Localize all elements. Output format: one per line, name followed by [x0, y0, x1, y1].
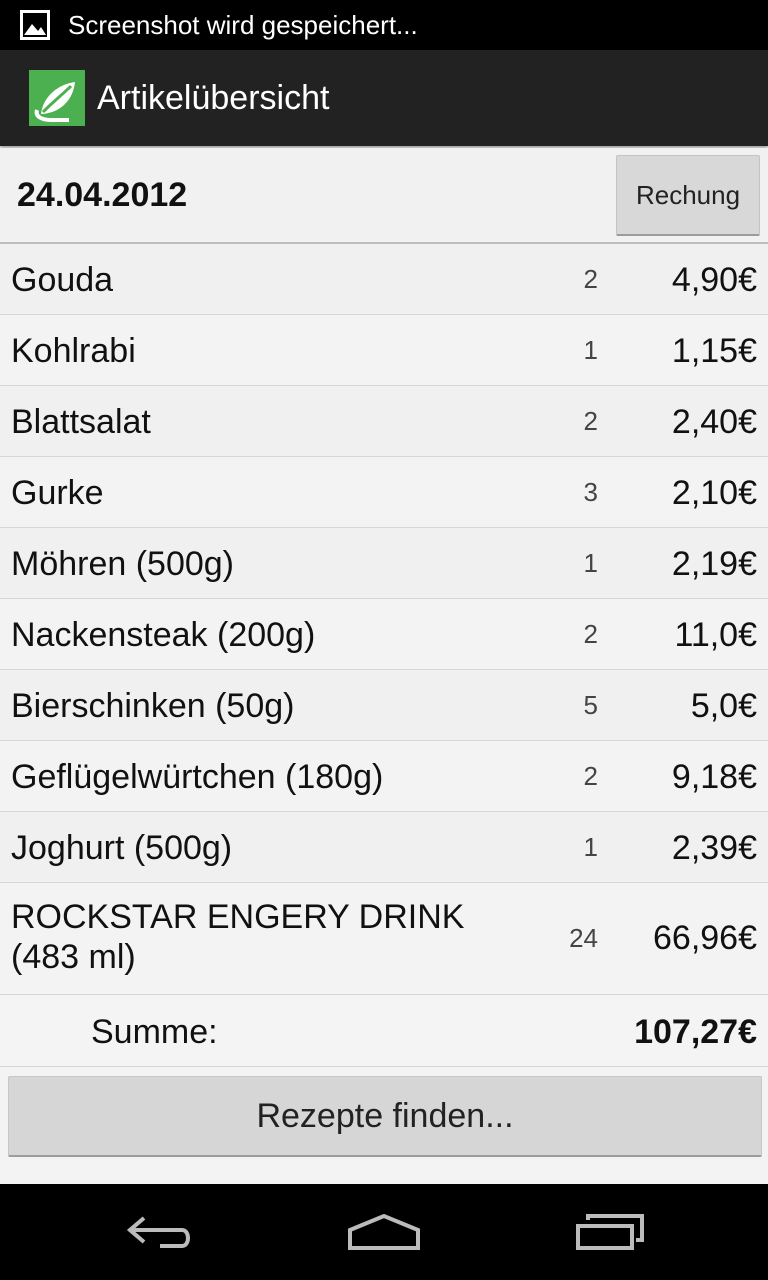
list-item[interactable]: Gouda 2 4,90€: [0, 244, 768, 315]
list-item[interactable]: Nackensteak (200g) 2 11,0€: [0, 599, 768, 670]
item-quantity: 2: [583, 761, 598, 791]
item-quantity: 2: [583, 619, 598, 649]
list-item[interactable]: Geflügelwürtchen (180g) 2 9,18€: [0, 741, 768, 812]
list-item[interactable]: ROCKSTAR ENGERY DRINK (483 ml) 24 66,96€: [0, 883, 768, 995]
item-quantity: 2: [583, 264, 598, 294]
item-list: Gouda 2 4,90€ Kohlrabi 1 1,15€ Blattsala…: [0, 244, 768, 995]
list-item[interactable]: Kohlrabi 1 1,15€: [0, 315, 768, 386]
item-name: Geflügelwürtchen (180g): [11, 758, 384, 796]
list-item[interactable]: Blattsalat 2 2,40€: [0, 386, 768, 457]
item-quantity: 5: [583, 690, 598, 720]
item-quantity: 24: [569, 923, 598, 953]
item-name: Joghurt (500g): [11, 829, 233, 867]
item-quantity: 3: [583, 477, 598, 507]
item-name: Gouda: [11, 261, 114, 299]
item-price: 9,18€: [671, 758, 757, 796]
item-name: Kohlrabi: [11, 332, 136, 370]
item-price: 2,39€: [671, 829, 757, 867]
status-bar: Screenshot wird gespeichert...: [0, 0, 768, 50]
item-price: 2,40€: [671, 403, 757, 441]
item-price: 4,90€: [671, 261, 757, 299]
image-icon: [20, 10, 50, 40]
list-item[interactable]: Joghurt (500g) 1 2,39€: [0, 812, 768, 883]
item-name: ROCKSTAR ENGERY DRINK (483 ml): [11, 898, 465, 976]
item-name: Blattsalat: [11, 403, 151, 441]
list-item[interactable]: Bierschinken (50g) 5 5,0€: [0, 670, 768, 741]
item-name: Gurke: [11, 474, 104, 512]
find-recipes-button[interactable]: Rezepte finden...: [8, 1076, 762, 1157]
list-item[interactable]: Gurke 3 2,10€: [0, 457, 768, 528]
page-title: Artikelübersicht: [97, 78, 330, 117]
leaf-logo-icon[interactable]: [29, 70, 85, 126]
item-quantity: 1: [583, 548, 598, 578]
invoice-button[interactable]: Rechung: [616, 155, 760, 236]
item-name: Bierschinken (50g): [11, 687, 295, 725]
date-label: 24.04.2012: [17, 176, 188, 214]
item-quantity: 2: [583, 406, 598, 436]
home-icon[interactable]: [334, 1198, 434, 1266]
navigation-bar: [0, 1184, 768, 1280]
item-price: 11,0€: [674, 616, 757, 654]
item-price: 66,96€: [653, 919, 757, 957]
recent-apps-icon[interactable]: [560, 1198, 660, 1266]
sum-row: Summe: 107,27€: [0, 996, 768, 1067]
date-header: 24.04.2012 Rechung: [0, 148, 768, 244]
item-quantity: 1: [583, 335, 598, 365]
sum-total: 107,27€: [634, 1013, 757, 1051]
item-name: Nackensteak (200g): [11, 616, 316, 654]
item-price: 2,19€: [671, 545, 757, 583]
item-price: 5,0€: [690, 687, 757, 725]
item-name: Möhren (500g): [11, 545, 235, 583]
status-notification-text: Screenshot wird gespeichert...: [68, 9, 418, 40]
item-price: 1,15€: [671, 332, 757, 370]
back-icon[interactable]: [110, 1198, 210, 1266]
action-bar: Artikelübersicht: [0, 50, 768, 146]
list-item[interactable]: Möhren (500g) 1 2,19€: [0, 528, 768, 599]
sum-label: Summe:: [91, 1013, 218, 1051]
item-quantity: 1: [583, 832, 598, 862]
item-price: 2,10€: [671, 474, 757, 512]
